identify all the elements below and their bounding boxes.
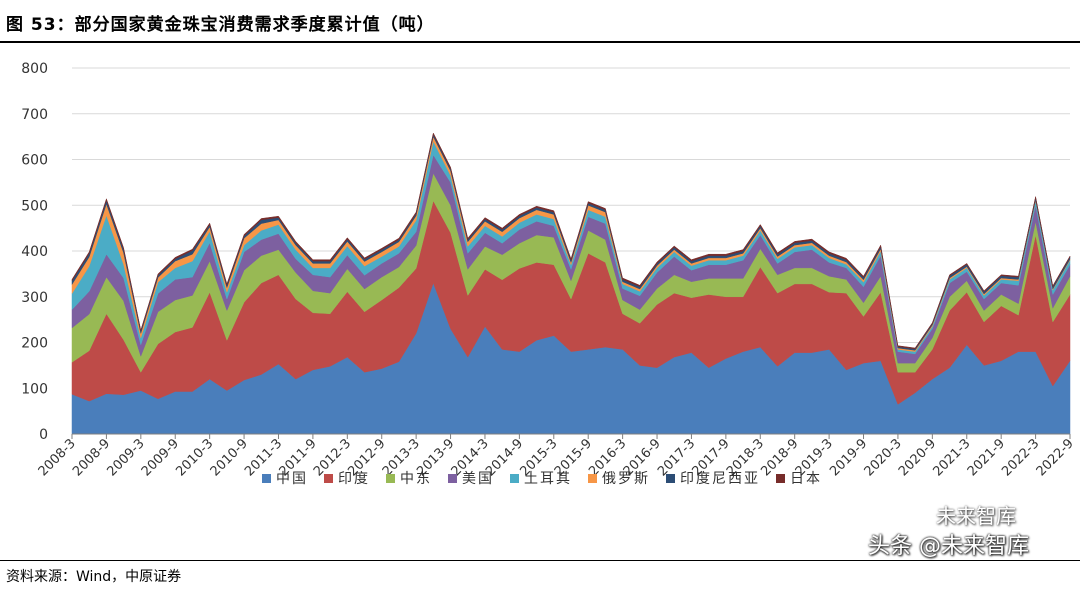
legend-swatch-中国 xyxy=(262,474,271,483)
y-tick-label: 700 xyxy=(21,107,48,123)
y-tick-label: 300 xyxy=(21,290,48,306)
watermark: 头条 @未来智库 xyxy=(868,534,1029,559)
legend-swatch-土耳其 xyxy=(510,474,519,483)
legend-label-美国: 美国 xyxy=(462,471,494,487)
y-tick-label: 100 xyxy=(21,381,48,397)
x-tick-label: 2009-9 xyxy=(139,436,182,479)
legend-label-俄罗斯: 俄罗斯 xyxy=(602,471,650,487)
x-tick-label: 2020-9 xyxy=(896,436,939,479)
y-tick-label: 800 xyxy=(21,61,48,77)
x-tick-label: 2021-9 xyxy=(965,436,1008,479)
legend-swatch-美国 xyxy=(448,474,457,483)
x-tick-label: 2022-9 xyxy=(1034,436,1077,479)
y-tick-label: 500 xyxy=(21,198,48,214)
y-tick-label: 0 xyxy=(39,427,48,443)
x-tick-label: 2009-3 xyxy=(104,436,147,479)
watermark-sub: 未来智库 xyxy=(936,504,1016,528)
top-rule xyxy=(0,41,1080,43)
legend-label-中东: 中东 xyxy=(400,471,432,487)
legend-label-印度: 印度 xyxy=(338,471,370,487)
x-tick-label: 2019-9 xyxy=(827,436,870,479)
x-tick-label: 2010-3 xyxy=(173,436,216,479)
chart-title: 图 53：部分国家黄金珠宝消费需求季度累计值（吨） xyxy=(6,15,435,35)
stacked-area-chart: 01002003004005006007008002008-32008-9200… xyxy=(21,61,1077,487)
y-tick-label: 600 xyxy=(21,153,48,169)
legend-label-中国: 中国 xyxy=(276,471,308,487)
x-tick-label: 2010-9 xyxy=(208,436,251,479)
x-tick-label: 2021-3 xyxy=(930,436,973,479)
source-note: 资料来源：Wind，中原证券 xyxy=(6,569,182,585)
bottom-rule xyxy=(0,560,1080,561)
legend-swatch-印度 xyxy=(324,474,333,483)
x-tick-label: 2020-3 xyxy=(862,436,905,479)
legend-label-印度尼西亚: 印度尼西亚 xyxy=(680,471,760,487)
legend-swatch-中东 xyxy=(386,474,395,483)
area-series-group xyxy=(71,132,1071,435)
legend-swatch-日本 xyxy=(776,474,785,483)
legend-swatch-俄罗斯 xyxy=(588,474,597,483)
legend-label-土耳其: 土耳其 xyxy=(524,471,572,487)
legend-label-日本: 日本 xyxy=(790,471,822,487)
legend-swatch-印度尼西亚 xyxy=(666,474,675,483)
area-series-日本 xyxy=(71,132,1071,350)
x-tick-label: 2022-3 xyxy=(999,436,1042,479)
y-tick-label: 200 xyxy=(21,336,48,352)
x-tick-label: 2008-9 xyxy=(70,436,113,479)
legend: 中国 印度 中东 美国 土耳其 俄罗斯 印度尼西亚 日本 xyxy=(262,471,822,487)
y-tick-label: 400 xyxy=(21,244,48,260)
